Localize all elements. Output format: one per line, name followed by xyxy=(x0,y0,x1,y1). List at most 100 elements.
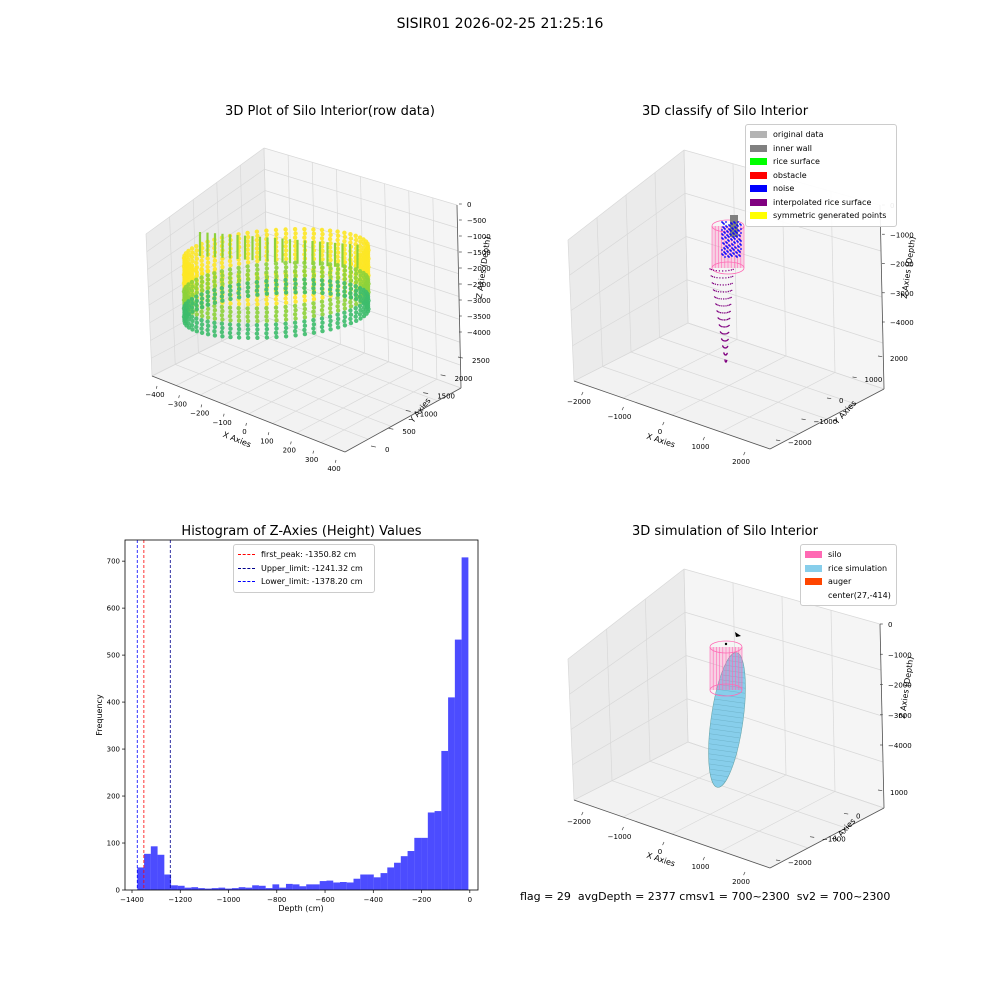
data-point xyxy=(335,237,340,243)
data-point xyxy=(283,277,288,283)
data-point xyxy=(292,227,298,232)
grid-line xyxy=(146,168,265,253)
tick-label: 0 xyxy=(658,848,662,856)
data-point xyxy=(273,313,279,319)
data-point xyxy=(348,269,354,275)
legend-swatch xyxy=(238,581,255,583)
data-point xyxy=(254,297,260,303)
data-point xyxy=(302,281,308,286)
silo-rim xyxy=(711,261,745,275)
tick-label: −2500 xyxy=(467,281,491,289)
data-point xyxy=(358,264,363,270)
noise-point xyxy=(740,240,742,242)
histogram-bar xyxy=(421,837,428,890)
interpolated-point xyxy=(723,333,725,335)
noise-point xyxy=(740,224,742,226)
noise-point xyxy=(721,249,723,251)
data-point xyxy=(219,294,225,299)
data-point xyxy=(292,243,298,249)
data-point xyxy=(236,282,241,287)
data-point xyxy=(319,278,325,283)
data-point xyxy=(228,263,233,268)
data-point xyxy=(283,308,289,314)
tick-label: 2000 xyxy=(890,355,908,363)
legend-label: auger xyxy=(828,577,852,587)
tick-label: 100 xyxy=(260,437,273,445)
tick-label: −3000 xyxy=(467,297,491,305)
data-point xyxy=(199,330,205,335)
footer-avg-depth: avgDepth = 2377 cm xyxy=(577,890,697,903)
histogram-bar xyxy=(340,882,347,890)
data-point xyxy=(205,294,211,299)
data-point xyxy=(190,292,195,297)
data-point xyxy=(292,312,298,317)
data-point xyxy=(353,275,358,280)
data-point xyxy=(212,329,217,334)
data-point xyxy=(342,272,347,277)
interpolated-point xyxy=(716,277,718,279)
data-point xyxy=(302,264,308,270)
data-point xyxy=(302,323,308,328)
interpolated-point xyxy=(723,352,725,354)
interpolated-point xyxy=(727,325,730,327)
data-point xyxy=(255,258,260,264)
histogram-bar xyxy=(272,884,280,890)
grid-line xyxy=(224,343,341,405)
data-point xyxy=(311,277,316,283)
legend-label: noise xyxy=(773,184,795,194)
interpolated-point xyxy=(725,284,727,286)
data-point xyxy=(255,242,260,247)
noise-point xyxy=(735,227,737,229)
interpolated-point xyxy=(716,297,718,299)
interpolated-point xyxy=(715,270,717,272)
tick-label: 400 xyxy=(327,465,340,473)
data-point xyxy=(205,256,210,261)
rice-mesh-line xyxy=(709,733,741,739)
data-point xyxy=(264,322,269,328)
data-point xyxy=(283,248,289,253)
histogram-bar xyxy=(285,883,293,890)
legend-swatch xyxy=(805,551,822,559)
data-point xyxy=(199,275,204,280)
figure-title: SISIR01 2026-02-25 21:25:16 xyxy=(396,16,604,32)
data-point xyxy=(205,306,211,312)
interpolated-point xyxy=(719,277,721,279)
data-point xyxy=(328,274,333,280)
noise-point xyxy=(725,221,727,223)
data-point xyxy=(245,243,251,248)
data-point xyxy=(228,279,233,285)
data-point xyxy=(189,263,195,268)
data-point xyxy=(342,285,348,290)
data-point xyxy=(348,316,353,322)
data-point xyxy=(353,306,358,311)
data-point xyxy=(245,247,250,252)
interpolated-point xyxy=(724,326,726,328)
data-point xyxy=(342,230,347,235)
data-point xyxy=(273,227,279,233)
data-point xyxy=(311,273,317,278)
interpolated-point xyxy=(715,303,717,305)
noise-point xyxy=(734,238,736,240)
data-point xyxy=(302,315,308,320)
data-point xyxy=(264,331,269,336)
data-point xyxy=(189,271,195,276)
data-point xyxy=(335,279,340,285)
footer-sv1: sv1 = 700~2300 xyxy=(696,890,790,903)
interpolated-point xyxy=(710,275,712,277)
histogram-bar xyxy=(191,887,199,890)
data-point xyxy=(245,302,251,307)
tick-mark xyxy=(621,406,624,411)
interpolated-point xyxy=(729,290,731,292)
tick-label: −300 xyxy=(168,400,187,408)
data-point xyxy=(302,310,307,316)
data-point xyxy=(302,227,307,232)
data-point xyxy=(335,258,341,264)
data-point xyxy=(283,260,288,266)
interpolated-point xyxy=(719,318,721,320)
inner-wall-point xyxy=(730,215,738,237)
data-point xyxy=(311,317,316,323)
data-point xyxy=(199,304,205,310)
data-point xyxy=(283,231,289,236)
legend-entry: interpolated rice surface xyxy=(750,196,892,210)
grid-line xyxy=(263,147,458,206)
